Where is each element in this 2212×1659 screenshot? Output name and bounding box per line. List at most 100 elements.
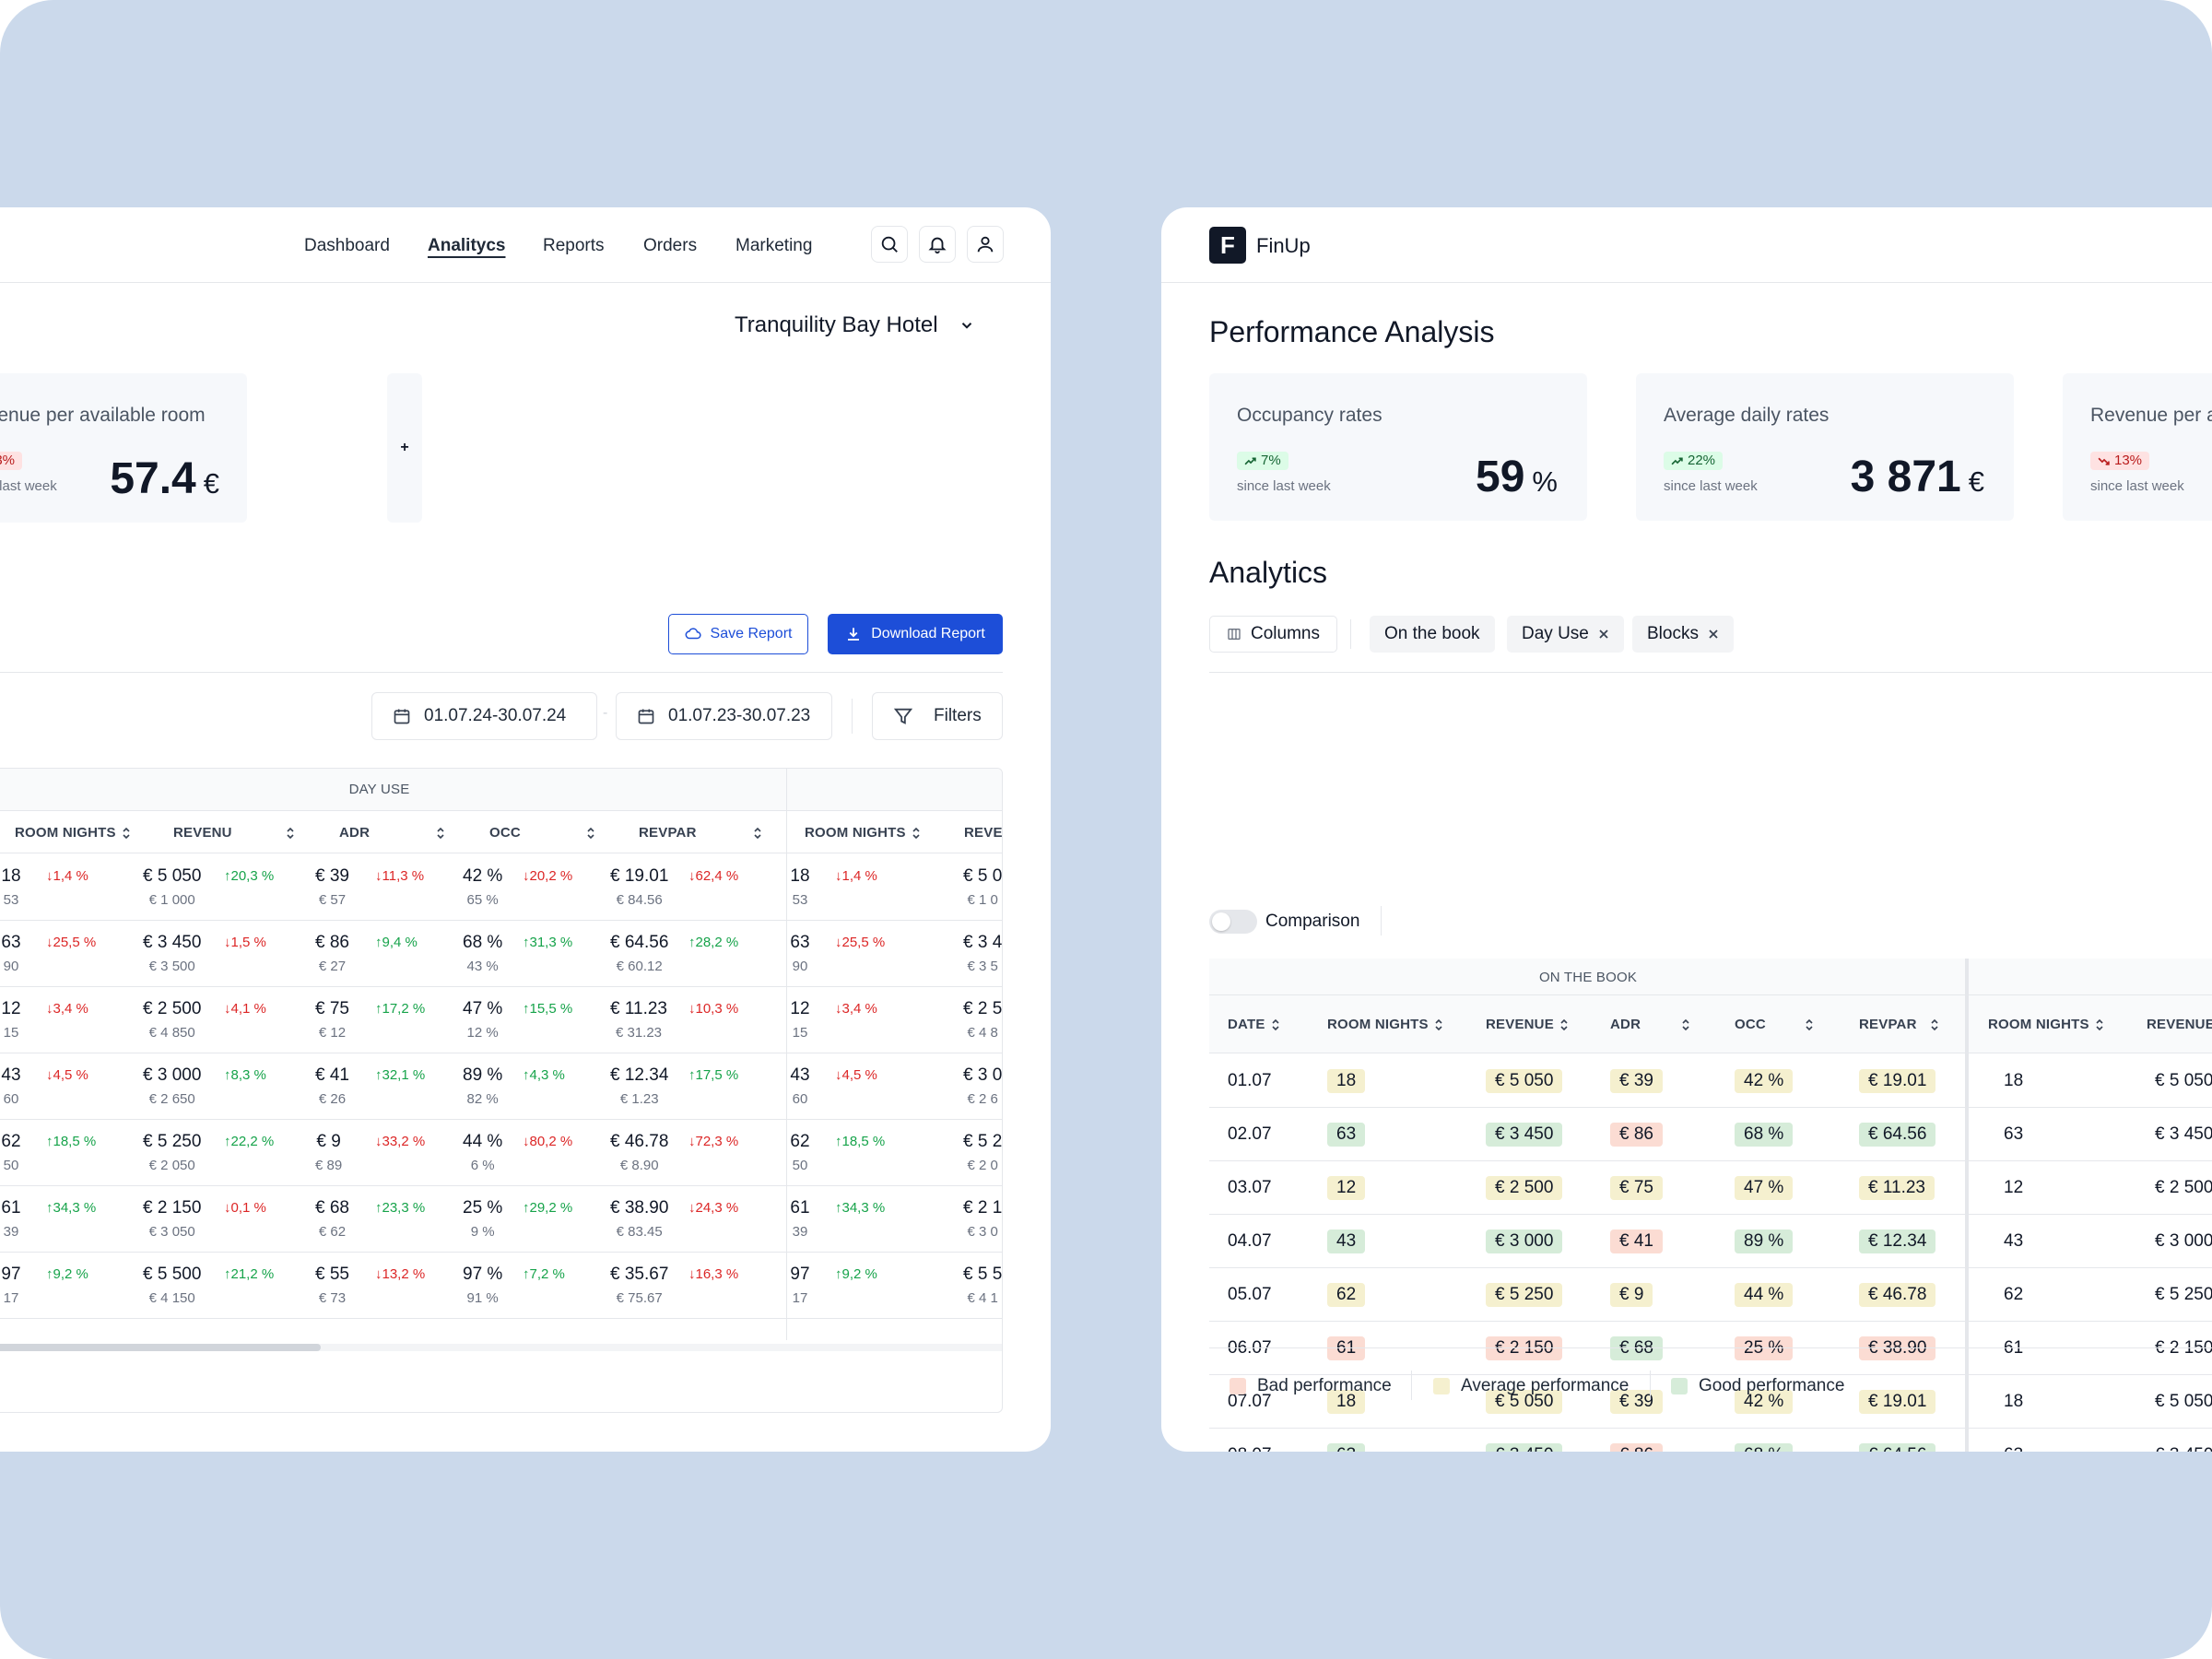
columns-button[interactable]: Columns [1209,616,1337,653]
legend-good-label: Good performance [1699,1376,1845,1395]
frozen-column-divider [1965,959,1969,1452]
performance-chip-adr: € 9 [1610,1283,1653,1307]
adr-trend-badge: 22% [1664,452,1724,470]
col-header-occ[interactable]: OCC [1735,1017,1766,1032]
chip-day-use[interactable]: Day Use [1507,616,1624,653]
performance-chip-adr: € 68 [1610,1336,1663,1360]
cell-previous-value: 9 % [470,1224,495,1240]
performance-chip-rp: € 38.90 [1859,1336,1936,1360]
revpar-value: 57.4 € [110,453,219,504]
close-icon[interactable] [1598,629,1609,640]
col-header-revenue-2[interactable]: REVE [964,825,1003,841]
cell-previous-value: 6 % [470,1158,495,1173]
delta-value: 0,1 % [230,1200,266,1216]
col-header-revpar[interactable]: REVPAR [639,825,697,841]
delta-value: 34,3 % [841,1200,886,1216]
group-header-row [0,769,1002,811]
sort-icon[interactable] [1805,1018,1814,1031]
cell-occ: 42 % 65 % [463,866,502,911]
nav-link-analytics[interactable]: Analitycs [428,236,506,255]
nav-link-reports[interactable]: Reports [543,236,605,255]
arrow-down-icon: ↓ [688,1134,696,1149]
legend-bad-label: Bad performance [1257,1376,1392,1395]
sort-icon[interactable] [586,827,595,840]
delta-value: 62,4 % [695,868,739,884]
horizontal-scrollbar-track[interactable] [0,1344,1002,1351]
cell-rev2: € 5 050 [2155,1392,2212,1411]
col-header-adr[interactable]: ADR [339,825,371,841]
filters-button[interactable]: Filters [872,692,1003,740]
cell-value: € 5 0 [963,866,1003,886]
arrow-down-icon: ↓ [224,1001,231,1017]
sort-icon[interactable] [286,827,295,840]
profile-button[interactable] [967,226,1004,263]
cell-previous-value: € 4 8 [967,1025,998,1041]
hotel-select[interactable]: Tranquility Bay Hotel [735,312,975,338]
sort-icon [123,827,130,840]
revpar-badge-value: 13% [0,453,16,468]
comparison-toggle[interactable] [1209,910,1257,934]
arrow-up-icon: ↑ [835,1200,842,1216]
close-icon[interactable] [1708,629,1719,640]
delta-rev: ↑8,3 % [224,1067,266,1083]
performance-chip-rp: € 19.01 [1859,1390,1936,1414]
revpar-card-partial: Revenue per a 13% since last week [2063,373,2212,521]
col-header-revpar[interactable]: REVPAR [1859,1017,1917,1032]
cell-previous-value: € 60.12 [616,959,663,974]
delta-value: 9,2 % [841,1266,877,1282]
notifications-button[interactable] [919,226,956,263]
nav-link-dashboard[interactable]: Dashboard [304,236,390,255]
sort-icon[interactable] [436,827,445,840]
col-header-room-nights[interactable]: ROOM NIGHTS [1327,1017,1443,1032]
delta-rn: ↑34,3 % [46,1200,96,1216]
cell-value: 89 % [463,1065,503,1085]
date-range-compare-input[interactable]: 01.07.23-30.07.23 [616,692,832,740]
col-header-room-nights[interactable]: ROOM NIGHTS [15,825,131,841]
col-header-adr[interactable]: ADR [1610,1017,1641,1032]
group-header-row [1209,959,2212,995]
col-header-revenue-2[interactable]: REVENUE [2147,1017,2212,1032]
delta-adr: ↓13,2 % [375,1266,425,1282]
col-header-room-nights-2[interactable]: ROOM NIGHTS [1988,1017,2104,1032]
col-header-room-nights-2[interactable]: ROOM NIGHTS [805,825,921,841]
chip-on-the-book[interactable]: On the book [1370,616,1495,653]
cell-value: 97 [790,1265,810,1284]
sort-icon[interactable] [1930,1018,1939,1031]
performance-chip-rp: € 64.56 [1859,1443,1936,1452]
cell-previous-value: € 57 [318,892,347,908]
col-header-revenue[interactable]: REVENU [173,825,232,841]
search-button[interactable] [871,226,908,263]
sort-icon[interactable] [753,827,762,840]
nav-link-orders[interactable]: Orders [643,236,698,255]
trend-down-icon [2098,457,2110,465]
col-header-occ[interactable]: OCC [489,825,521,841]
save-report-button[interactable]: Save Report [668,614,808,654]
cell-date: 01.07 [1228,1071,1272,1090]
delta-value: 18,5 % [53,1134,97,1149]
performance-chip-rn: 62 [1327,1283,1366,1307]
nav-link-marketing[interactable]: Marketing [735,236,813,255]
sort-icon[interactable] [1681,1018,1690,1031]
group-divider [786,769,787,1340]
cell-rp: € 11.23 € 31.23 [610,999,667,1043]
delta-occ: ↑7,2 % [523,1266,565,1282]
delta-rn2: ↓4,5 % [835,1067,877,1083]
cell-rn2: 43 60 [789,1065,811,1110]
horizontal-scrollbar-thumb[interactable] [0,1344,321,1351]
delta-value: 32,1 % [382,1067,426,1083]
add-card-button[interactable]: + [387,373,422,523]
col-header-date[interactable]: DATE [1228,1017,1280,1032]
arrow-up-icon: ↑ [835,1266,842,1282]
cell-value: 12 [1,999,21,1018]
col-header-revenue[interactable]: REVENUE [1486,1017,1569,1032]
chip-blocks[interactable]: Blocks [1632,616,1734,653]
cell-rev2: € 5 5 € 4 1 [963,1265,1002,1309]
delta-value: 18,5 % [841,1134,886,1149]
date-range-current-input[interactable]: 01.07.24-30.07.24 [371,692,597,740]
performance-chip-rn: 12 [1327,1176,1366,1200]
performance-chip-rn: 63 [1327,1123,1366,1147]
performance-chip-occ: 68 % [1735,1123,1794,1147]
delta-adr: ↓33,2 % [375,1134,425,1149]
download-report-button[interactable]: Download Report [828,614,1003,654]
cell-previous-value: 50 [3,1158,19,1173]
